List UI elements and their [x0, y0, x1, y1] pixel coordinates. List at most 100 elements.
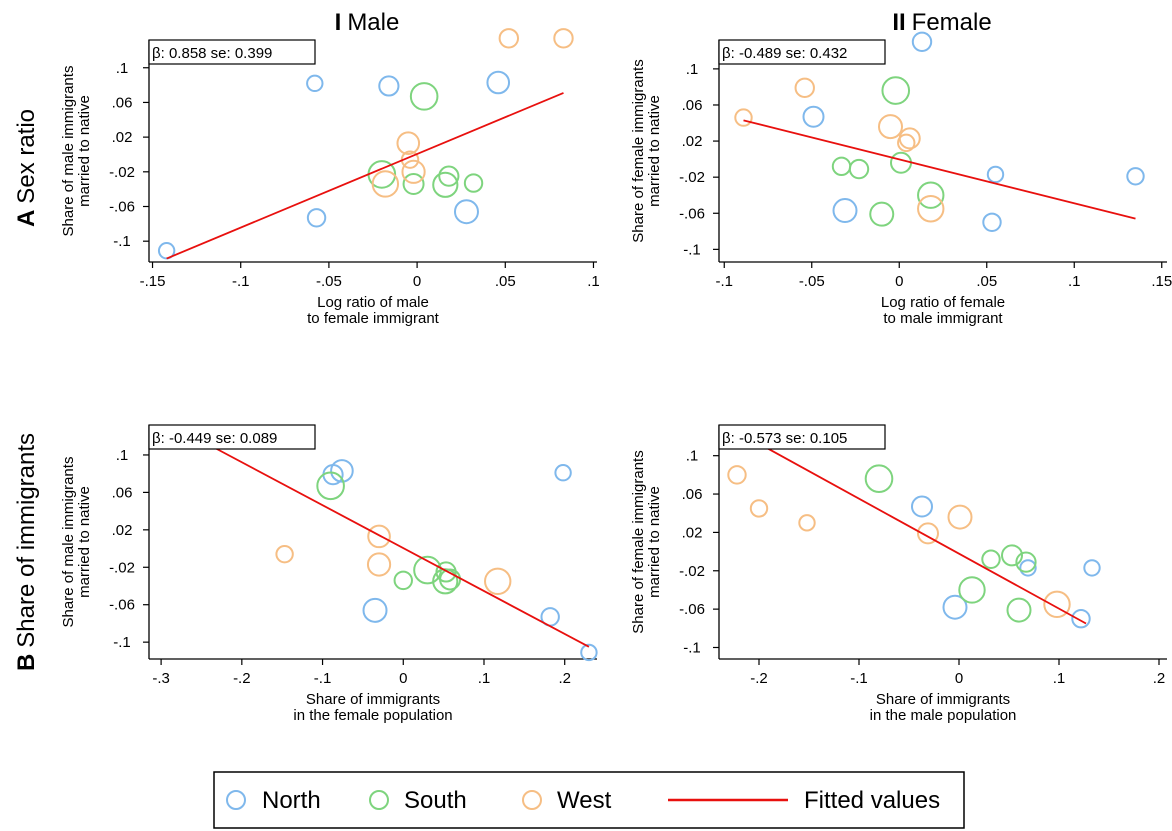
b-male-x-tick-label: .2	[558, 670, 571, 687]
b-female-point-south	[958, 576, 986, 604]
row-title-share-immigrants-text: Share of immigrants	[13, 433, 40, 648]
b-female-y-tick-label: -.1	[683, 639, 701, 656]
b-female-point-west	[1043, 590, 1071, 619]
b-female-point-south	[864, 464, 894, 494]
b-female-y-tick-label: .02	[682, 524, 703, 541]
a-female-y-tick-label: .1	[686, 61, 699, 78]
a-male-x-axis-title: to female immigrant	[307, 310, 440, 327]
row-title-sex-ratio: A Sex ratio	[13, 109, 40, 227]
a-male-fitted-line	[166, 92, 564, 260]
a-female-point-south	[869, 201, 895, 227]
b-female-point-west	[727, 465, 747, 485]
a-male-point-north	[378, 75, 400, 97]
a-male-y-tick-label: -.06	[109, 199, 135, 216]
a-female-y-axis-title: Share of female immigrants	[630, 59, 647, 242]
a-female-x-tick-label: 0	[895, 273, 903, 290]
b-female-point-west	[798, 514, 816, 532]
b-female-point-north	[1083, 559, 1101, 577]
b-male-x-axis-title: in the female population	[293, 707, 452, 724]
a-female-point-south	[881, 76, 911, 105]
a-male-point-west	[401, 159, 426, 184]
a-female-x-tick-label: -.1	[715, 273, 733, 290]
b-female-stat-box	[718, 424, 886, 450]
legend-north-label: North	[262, 787, 321, 814]
b-male-y-axis-title: Share of male immigrants	[60, 457, 77, 628]
b-male-point-south	[316, 471, 345, 501]
legend-fitted-label: Fitted values	[804, 787, 940, 814]
a-female-x-axis-title: Log ratio of female	[881, 294, 1005, 311]
a-male-y-tick-label: -.1	[113, 233, 131, 250]
b-female-point-south	[981, 549, 1001, 569]
a-male-stat-label: β: 0.858 se: 0.399	[152, 45, 272, 62]
a-female-y-tick-label: .06	[682, 97, 703, 114]
a-female-point-west	[878, 114, 903, 140]
b-male-y-tick-label: .1	[116, 447, 129, 464]
b-female-stat-label: β: -0.573 se: 0.105	[722, 430, 847, 447]
a-male-point-west	[396, 131, 421, 155]
b-male-point-west	[275, 544, 294, 564]
a-male-stat-box	[148, 39, 316, 65]
row-title-sex-ratio-bold: A	[13, 210, 40, 227]
a-female-point-north	[832, 198, 858, 224]
a-male-point-south	[463, 173, 484, 193]
column-title-male: I Male	[335, 9, 400, 36]
a-female-point-north	[982, 212, 1002, 232]
a-male-point-west	[498, 28, 520, 49]
a-female-y-tick-label: -.02	[679, 169, 705, 186]
b-female-point-west	[947, 504, 973, 530]
a-male-point-west	[371, 170, 400, 198]
b-male-fitted-line	[188, 433, 590, 648]
a-female-point-west	[917, 195, 945, 223]
a-female-point-south	[831, 156, 852, 177]
b-male-x-tick-label: 0	[399, 670, 407, 687]
a-male-y-tick-label: .1	[116, 60, 129, 77]
a-male-point-north	[306, 208, 327, 228]
a-male-x-tick-label: .05	[495, 273, 516, 290]
a-female-point-south	[890, 151, 912, 174]
row-title-share-immigrants: B Share of immigrants	[13, 433, 40, 671]
legend-frame	[213, 771, 965, 829]
a-female-x-tick-label: .05	[976, 273, 997, 290]
b-male-x-axis-title: Share of immigrants	[306, 691, 440, 708]
a-male-x-tick-label: -.15	[140, 273, 166, 290]
b-female-y-axis-title: married to native	[646, 486, 663, 598]
a-female-x-axis-title: to male immigrant	[883, 310, 1003, 327]
column-title-female: II Female	[892, 9, 991, 36]
b-female-point-north	[942, 594, 968, 620]
a-female-y-tick-label: .02	[682, 133, 703, 150]
a-male-point-south	[402, 172, 425, 195]
legend-west-label: West	[557, 787, 612, 814]
panel-share-immigrants-female: -.1 -.06 -.02 .02 .06 .1 -.2 -.1 0 .1 .2 Share of i…	[630, 424, 1167, 724]
b-female-point-south	[1001, 544, 1023, 567]
a-male-point-north	[486, 70, 511, 95]
row-title-share-immigrants-bold: B	[13, 654, 40, 671]
panel-share-immigrants-male: -.1 -.06 -.02 .02 .06 .1 -.3 -.2 -.1 0 .1 .2 Share o…	[60, 424, 598, 724]
a-male-y-axis-title: Share of male immigrants	[60, 66, 77, 237]
b-male-point-south	[393, 570, 413, 591]
b-male-y-tick-label: .06	[112, 484, 133, 501]
a-female-y-tick-label: -.06	[679, 205, 705, 222]
a-male-x-tick-label: .1	[587, 273, 600, 290]
b-male-point-west	[367, 524, 391, 549]
b-male-point-west	[484, 567, 512, 596]
a-female-point-north	[911, 31, 933, 53]
b-male-stat-box	[148, 424, 316, 450]
b-male-x-tick-label: -.3	[152, 670, 170, 687]
b-male-point-north	[362, 597, 388, 623]
a-male-y-axis-title: married to native	[76, 95, 93, 207]
b-female-point-west	[917, 522, 939, 545]
a-male-point-north	[453, 199, 479, 225]
a-male-y-tick-label: .06	[112, 94, 133, 111]
b-female-point-north	[911, 495, 933, 518]
legend-north-marker	[226, 790, 246, 810]
a-female-point-south	[848, 158, 870, 180]
column-title-male-bold: I	[335, 9, 342, 36]
b-female-y-tick-label: -.06	[679, 601, 705, 618]
a-female-x-tick-label: .15	[1151, 273, 1172, 290]
a-male-point-west	[553, 28, 574, 49]
legend: North South West Fitted values	[213, 771, 965, 829]
a-male-x-tick-label: -.05	[316, 273, 342, 290]
a-female-x-tick-label: -.05	[799, 273, 825, 290]
b-male-point-west	[366, 552, 392, 577]
b-male-point-north	[580, 643, 598, 662]
